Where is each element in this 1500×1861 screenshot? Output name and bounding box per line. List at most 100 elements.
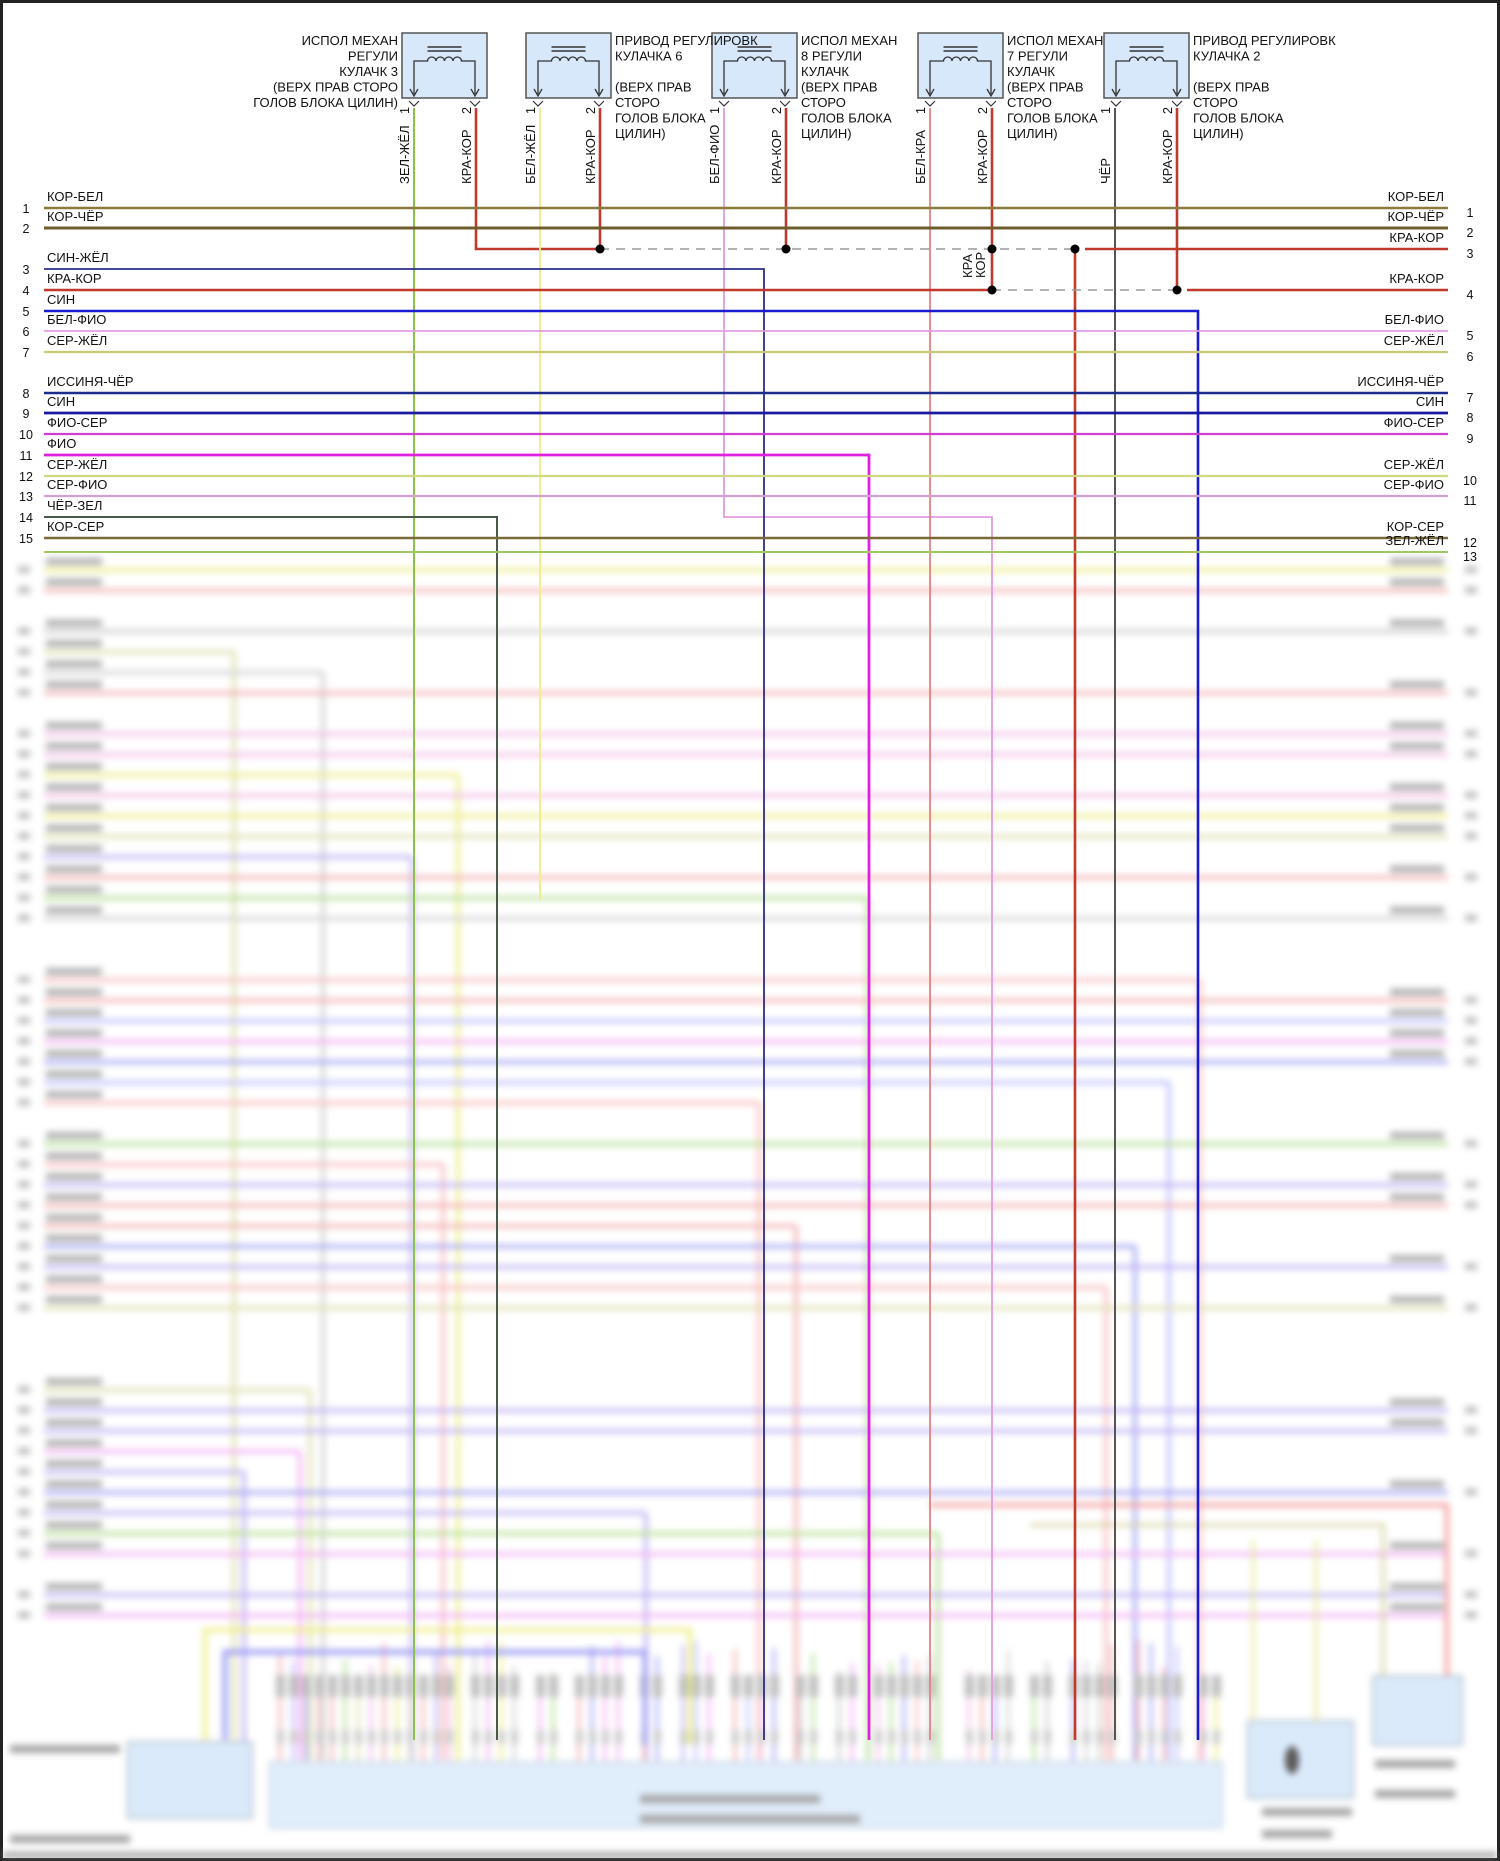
blurred-label: [46, 1501, 102, 1508]
blurred-label: [46, 783, 102, 791]
blurred-terminal: [277, 1730, 284, 1744]
blurred-terminal: [1199, 1675, 1208, 1697]
blurred-wire: [222, 1649, 648, 1745]
blurred-label: [1390, 1480, 1444, 1488]
component-label: ПРИВОД РЕГУЛИРОВК: [615, 33, 758, 48]
blurred-pin-number: [1465, 1201, 1477, 1209]
blurred-terminal: [498, 1730, 505, 1744]
right-pin-number: 2: [1467, 226, 1474, 240]
blurred-label: [46, 1460, 102, 1467]
blurred-label: [46, 886, 102, 893]
wires: [44, 108, 1448, 1740]
blurred-pin-number: [18, 1222, 30, 1229]
components: [401, 32, 1190, 107]
right-pin-number: 3: [1467, 247, 1474, 261]
component-label: СТОРО: [1193, 95, 1238, 110]
blurred-pin-number: [1465, 1550, 1477, 1557]
right-wire-label: ФИО-СЕР: [1384, 415, 1444, 430]
blurred-pin-number: [18, 689, 30, 696]
solenoid-component[interactable]: [401, 32, 488, 107]
blurred-terminal: [1200, 1730, 1207, 1744]
blurred-terminal: [680, 1730, 687, 1744]
left-wire-label: КОР-ЧЁР: [47, 209, 104, 224]
solenoid-component[interactable]: [917, 32, 1004, 107]
solenoid-component[interactable]: [525, 32, 612, 107]
blurred-pin-number: [18, 1078, 30, 1086]
component-label: ПРИВОД РЕГУЛИРОВК: [1193, 33, 1336, 48]
blurred-terminal: [810, 1730, 817, 1744]
component-label: ЦИЛИН): [1007, 126, 1058, 141]
blurred-text: [1375, 1790, 1455, 1798]
blurred-pin-number: [1465, 1304, 1477, 1311]
blurred-label: [46, 824, 102, 832]
pin-terminal-icon: [1171, 100, 1183, 107]
pin-terminal-icon: [408, 100, 420, 107]
pin-number: 1: [398, 107, 412, 114]
blurred-pin-number: [1465, 1427, 1477, 1434]
blurred-label: [1390, 1583, 1444, 1590]
blurred-pin-number: [18, 1058, 30, 1065]
blurred-terminal: [1161, 1730, 1168, 1744]
blurred-terminal: [368, 1730, 375, 1744]
component-label: 8 РЕГУЛИ: [801, 49, 862, 64]
blurred-terminal: [771, 1730, 778, 1744]
blurred-label: [46, 1521, 102, 1529]
blurred-terminal: [550, 1730, 557, 1744]
blurred-label: [1390, 1029, 1444, 1037]
pin-number: 2: [976, 107, 990, 114]
blurred-wire: [203, 1628, 692, 1745]
blurred-text: [10, 1835, 130, 1843]
blurred-terminal: [576, 1730, 583, 1744]
left-pin-number: 7: [23, 346, 30, 360]
blurred-terminal: [757, 1675, 766, 1697]
blurred-terminal: [848, 1675, 857, 1697]
blurred-pin-number: [1465, 1140, 1477, 1147]
blurred-pin-number: [1465, 1488, 1477, 1496]
component-label: (ВЕРХ ПРАВ: [1007, 80, 1084, 95]
blurred-terminal: [315, 1675, 324, 1697]
left-pin-number: 14: [19, 511, 33, 525]
pin-terminal-icon: [779, 100, 791, 107]
solenoid-component[interactable]: [1103, 32, 1190, 107]
blurred-pin-number: [18, 1017, 30, 1024]
left-pin-number: 15: [19, 532, 33, 546]
blurred-pin-number: [1465, 1591, 1477, 1598]
blurred-terminal: [1070, 1730, 1077, 1744]
pin-terminal-icon: [985, 100, 997, 107]
blurred-terminal: [732, 1730, 739, 1744]
blurred-terminal: [328, 1675, 337, 1697]
wire-bel-fio: [723, 108, 993, 1740]
pin-terminal-icon: [469, 100, 481, 107]
blurred-pin-number: [18, 771, 30, 778]
blurred-terminal: [1043, 1675, 1052, 1697]
right-wire-label: СЕР-ФИО: [1384, 477, 1444, 492]
blurred-terminal: [991, 1675, 1000, 1697]
blurred-terminal: [393, 1675, 402, 1697]
blurred-label: [46, 1009, 102, 1016]
blurred-text: [1375, 1760, 1455, 1768]
left-pin-number: 11: [20, 449, 33, 463]
left-wire-label: СЕР-ЖЁЛ: [47, 333, 107, 348]
pin-wire-label: ЧЁР: [1098, 158, 1113, 184]
blurred-lower-section: [3, 558, 1497, 1858]
blurred-pin-number: [1465, 812, 1477, 819]
blurred-label: [46, 1275, 102, 1283]
blurred-label: [46, 1234, 102, 1242]
blurred-terminal: [693, 1730, 700, 1744]
blurred-pin-number: [1465, 1406, 1477, 1414]
blurred-terminal: [290, 1730, 297, 1744]
left-wire-label: ФИО-СЕР: [47, 415, 107, 430]
blurred-label: [46, 578, 102, 586]
right-pin-number: 7: [1467, 391, 1474, 405]
blurred-label: [46, 1214, 102, 1221]
pin-wire-label: БЕЛ-КРА: [913, 130, 928, 184]
blurred-pin-number: [1465, 1611, 1477, 1619]
solenoid-component[interactable]: [711, 32, 798, 107]
blurred-label: [46, 1542, 102, 1549]
blurred-label: [46, 1091, 102, 1098]
blurred-pin-number: [18, 1099, 30, 1106]
pin-terminal-icon: [593, 100, 605, 107]
blurred-label: [1390, 681, 1444, 688]
blurred-label: [46, 906, 102, 914]
blurred-terminal: [549, 1675, 558, 1697]
